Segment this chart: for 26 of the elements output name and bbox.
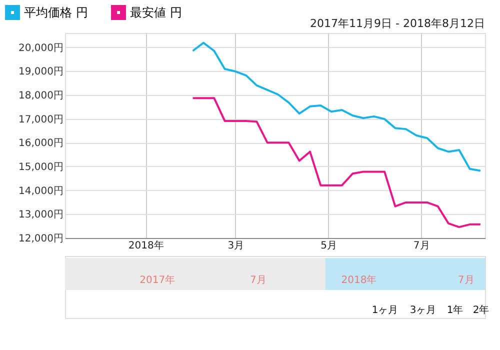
legend-label: 最安値 円 [130, 6, 182, 20]
y-tick-label: 17,000円 [18, 114, 64, 126]
text: 2年 [472, 304, 490, 316]
y-tick-label: 15,000円 [18, 162, 64, 173]
text: 2018年 [341, 274, 377, 286]
y-tick-label: 14,000円 [18, 186, 64, 197]
text: 3ヶ月 [410, 305, 436, 316]
x-tick-label: 7月 [413, 240, 430, 252]
line-series [192, 97, 482, 228]
text: 2017年 [140, 274, 176, 286]
text: 1ヶ月 [372, 305, 398, 316]
chart-subtitle: 2017年11月9日 - 2018年8月12日 [310, 17, 485, 30]
x-tick-label: 2018年 [128, 240, 164, 252]
y-tick-label: 12,000円 [18, 234, 64, 244]
text: 1年 [446, 304, 464, 316]
line-series [192, 42, 482, 172]
y-tick-label: 16,000円 [18, 138, 64, 150]
y-tick-label: 19,000円 [18, 66, 64, 78]
x-tick-label: 3月 [228, 240, 244, 252]
y-tick-label: 13,000円 [18, 210, 64, 221]
legend-label: 平均価格 円 [24, 6, 88, 20]
text: 7月 [458, 275, 474, 286]
x-tick-label: 5月 [320, 240, 337, 252]
y-tick-label: 20,000円 [18, 42, 64, 54]
y-tick-label: 18,000円 [18, 90, 64, 102]
text: 7月 [250, 275, 266, 286]
